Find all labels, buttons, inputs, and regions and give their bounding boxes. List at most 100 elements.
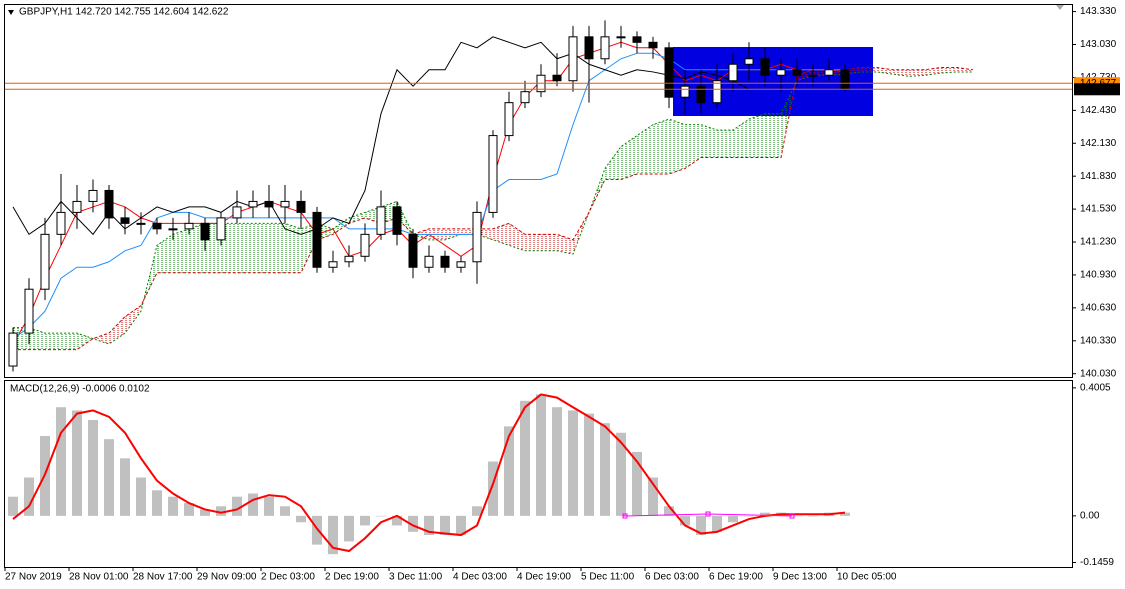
candle-body [840,69,850,90]
cloud [173,228,189,273]
histogram-bar [696,515,706,536]
candle-body [168,228,178,231]
histogram-bar [520,400,530,516]
candle-body [216,217,226,241]
histogram-bar [600,423,610,516]
cloud [109,316,125,345]
x-tick-label: 27 Nov 2019 [5,572,62,583]
cloud [861,67,877,72]
cloud [125,305,141,334]
candle-body [344,255,354,263]
trendline-anchor [705,511,711,517]
cloud [157,234,173,273]
histogram-bar [712,515,722,532]
cloud [637,124,653,174]
cloud [525,234,541,251]
indicator-line [12,52,845,340]
cloud [253,223,269,273]
cloud [269,223,285,273]
y-tick-label: 142.430 [1080,105,1117,116]
candle-body [408,233,418,268]
candle-body [648,41,658,49]
candle-body [520,91,530,104]
macd-plot [8,393,850,555]
candle-body [792,69,802,76]
axes: 143.330143.030142.730142.430142.130141.8… [4,6,1120,583]
y-tick-label: 143.030 [1080,39,1117,50]
x-tick-label: 4 Dec 03:00 [453,572,507,583]
histogram-bar [88,419,98,516]
candle-body [328,261,338,268]
histogram-bar [280,506,290,516]
histogram-bar [184,503,194,516]
candle-body [24,288,34,334]
candle-body [616,36,626,39]
histogram-bar [200,509,210,516]
cloud [605,146,621,180]
histogram-bar [440,515,450,536]
cloud [653,119,669,174]
cloud [93,333,109,345]
x-tick-label: 5 Dec 11:00 [581,572,635,583]
candle-body [392,206,402,235]
histogram-bar [136,477,146,516]
shift-marker [1056,5,1064,10]
candle-body [184,222,194,230]
price-label: 142.622 [1080,84,1117,95]
histogram-bar [840,512,850,516]
y-tick-label: 0.00 [1080,511,1100,522]
histogram-bar [296,515,306,523]
candle-body [312,211,322,268]
candle-body [264,200,274,208]
main-plot [5,20,1072,372]
trendline-anchor [622,513,628,519]
histogram-bar [24,477,34,516]
candle-body [440,255,450,268]
histogram-bar [456,515,466,536]
cloud [941,67,957,74]
histogram-bar [552,407,562,516]
histogram-bar [536,394,546,516]
cloud [397,201,413,235]
candle-body [504,102,514,137]
histogram-bar [568,410,578,516]
histogram-bar [232,496,242,516]
cloud [669,119,685,174]
x-tick-label: 28 Nov 01:00 [69,572,129,583]
candle-body [280,200,290,208]
x-tick-label: 10 Dec 05:00 [837,572,897,583]
cloud [541,234,557,251]
y-tick-label: 140.930 [1080,270,1117,281]
histogram-bar [616,432,626,516]
y-tick-label: 140.630 [1080,303,1117,314]
x-tick-label: 6 Dec 03:00 [645,572,699,583]
cloud [573,212,589,255]
histogram-bar [152,490,162,516]
histogram-bar [56,407,66,516]
histogram-bar [392,515,402,526]
cloud [61,333,77,350]
drawn-trendline [622,513,793,517]
candle-body [136,222,146,225]
candle-body [744,58,754,65]
candle-body [56,211,66,235]
y-tick-label: 140.330 [1080,335,1117,346]
histogram-bar [424,515,434,536]
candle-body [680,85,690,98]
candle-body [488,135,498,213]
candle-body [88,189,98,202]
cloud [701,124,717,158]
cloud [493,223,509,246]
cloud [749,113,765,158]
histogram-bar [216,506,226,516]
cloud [957,67,973,72]
cloud [237,223,253,273]
histogram-bar [328,515,338,555]
x-tick-label: 28 Nov 17:00 [133,572,193,583]
candle-body [760,58,770,76]
candle-body [120,217,130,224]
y-tick-label: -0.1459 [1080,557,1114,568]
candle-body [40,233,50,290]
y-tick-label: 143.330 [1080,6,1117,17]
histogram-bar [744,515,754,517]
